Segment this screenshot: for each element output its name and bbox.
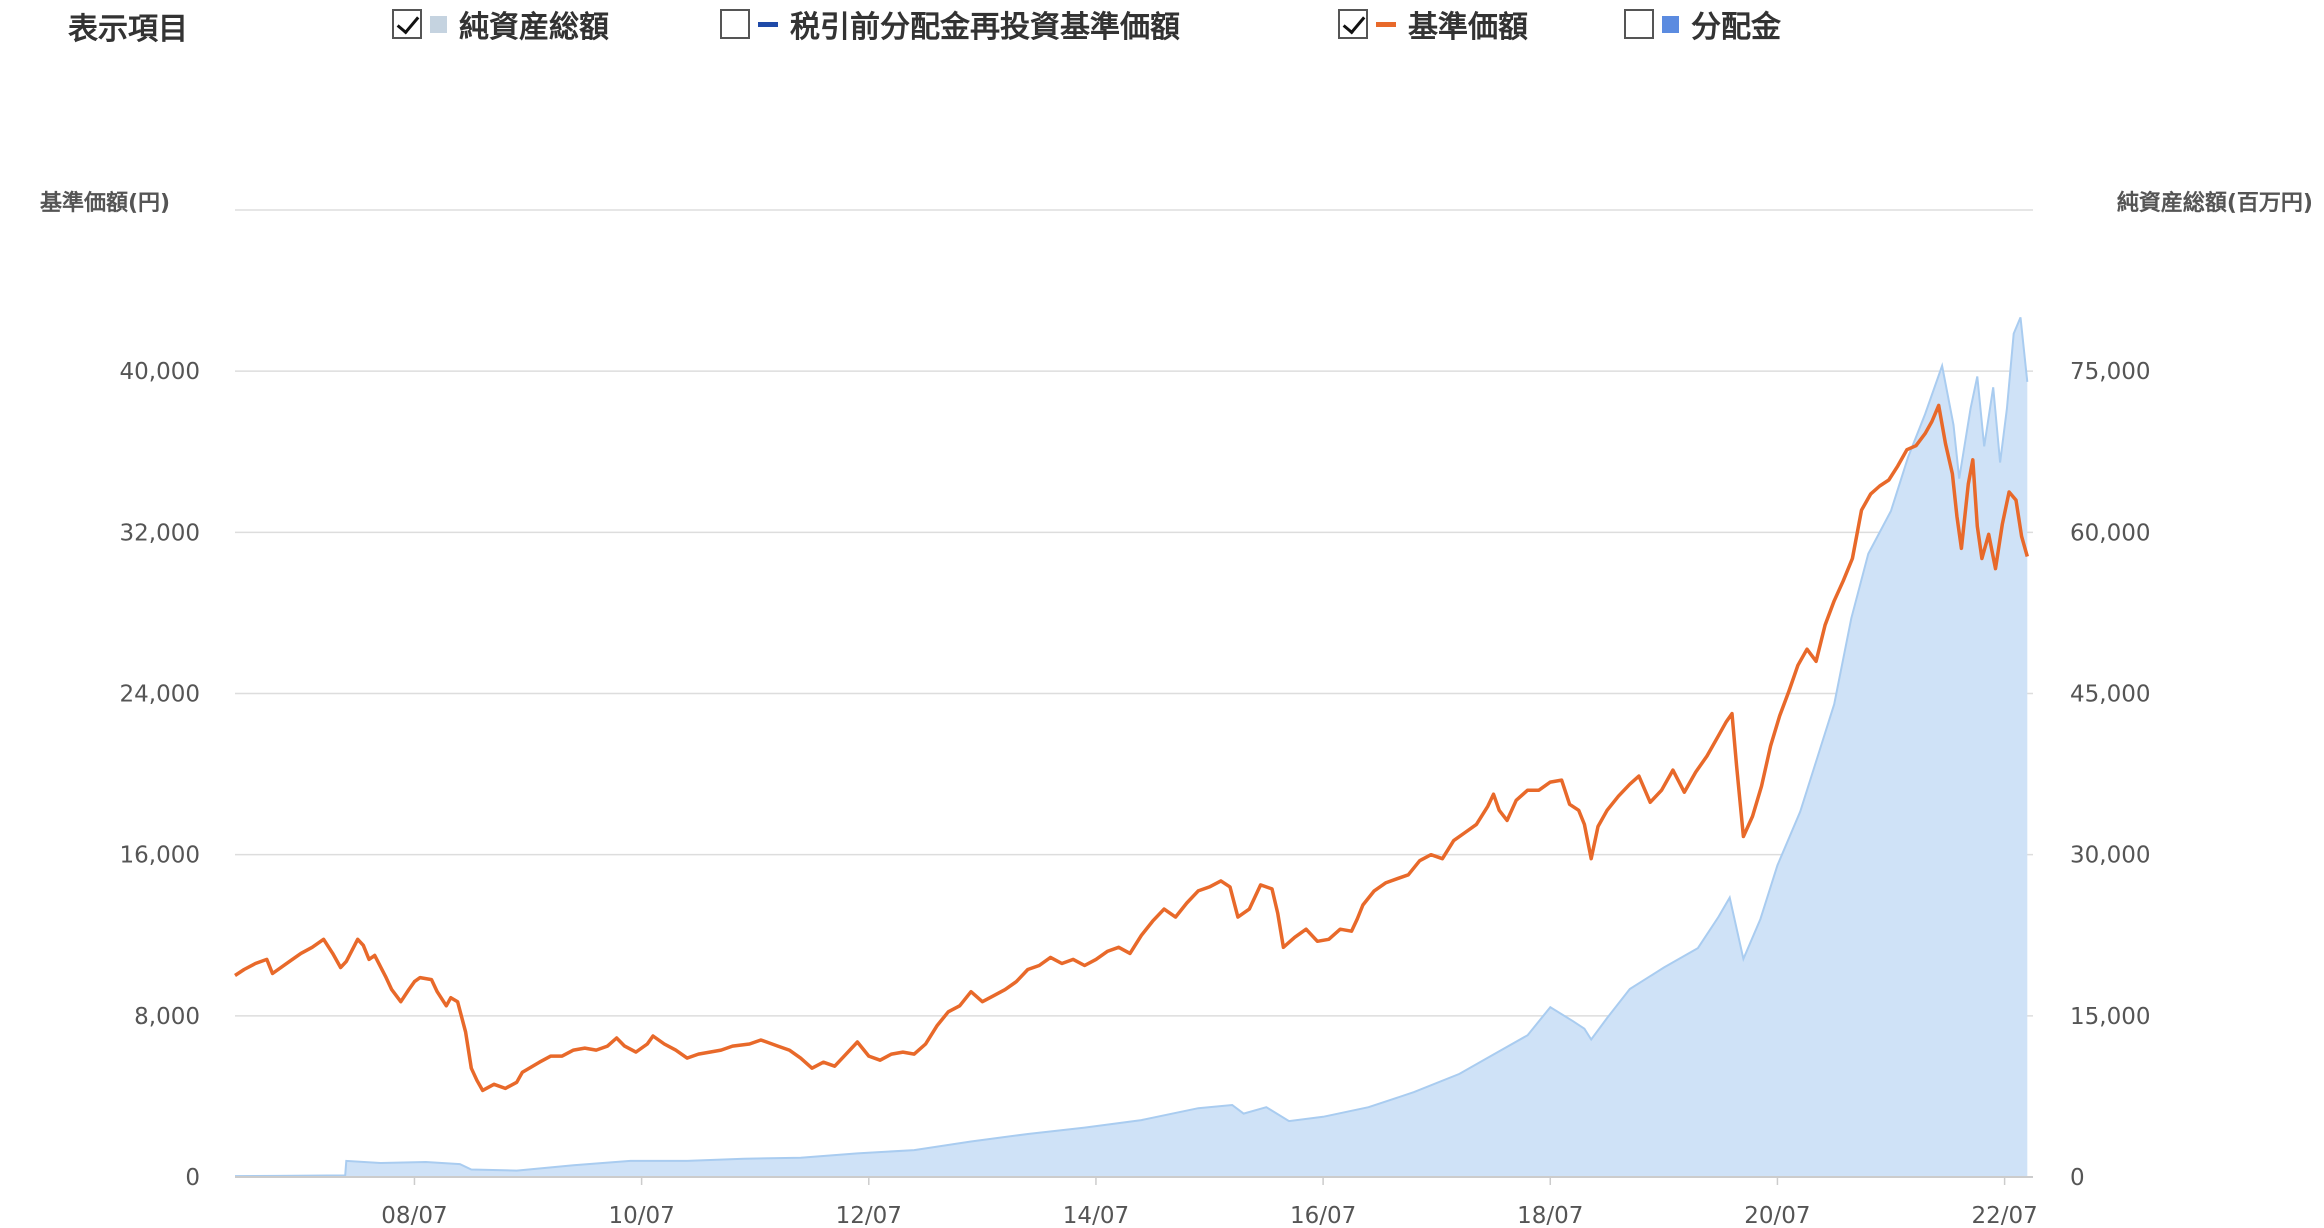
left-tick-label: 32,000 <box>120 520 200 546</box>
right-tick-label: 15,000 <box>2070 1004 2150 1030</box>
right-axis-title: 純資産総額(百万円) <box>2117 190 2313 216</box>
x-tick-label: 18/07 <box>1517 1203 1583 1228</box>
net-assets-checkbox[interactable] <box>392 9 422 39</box>
left-tick-label: 24,000 <box>120 682 200 708</box>
net-assets-area <box>235 317 2028 1177</box>
right-tick-label: 0 <box>2070 1165 2085 1191</box>
reinvested-nav-swatch-icon <box>758 21 778 27</box>
right-tick-label: 75,000 <box>2070 359 2150 385</box>
x-tick-label: 20/07 <box>1744 1203 1810 1228</box>
legend-label-distribution: 分配金 <box>1691 10 1781 45</box>
legend-label-nav: 基準価額 <box>1408 10 1528 45</box>
nav-line <box>234 403 2029 1093</box>
left-tick-label: 8,000 <box>134 1004 200 1030</box>
legend-item-net-assets[interactable]: 純資産総額 <box>392 4 609 45</box>
x-tick-label: 16/07 <box>1290 1203 1356 1228</box>
left-tick-label: 0 <box>185 1165 200 1191</box>
nav-checkbox[interactable] <box>1338 9 1368 39</box>
x-tick-label: 22/07 <box>1971 1203 2037 1228</box>
net-assets-area-edge <box>234 317 2029 1178</box>
reinvested-nav-checkbox[interactable] <box>720 9 750 39</box>
x-tick-label: 08/07 <box>381 1203 447 1228</box>
legend-item-reinvested-nav[interactable]: 税引前分配金再投資基準価額 <box>720 4 1180 45</box>
x-axis-ticks: 08/07 10/07 12/07 14/07 16/07 18/07 20/07 22/07 <box>381 1203 2037 1228</box>
legend-item-nav[interactable]: 基準価額 <box>1338 4 1528 45</box>
left-axis-ticks: 0 8,000 16,000 24,000 32,000 40,000 <box>120 359 200 1191</box>
net-assets-swatch-icon <box>430 15 447 33</box>
x-tick-label: 12/07 <box>836 1203 902 1228</box>
x-tick-label: 14/07 <box>1063 1203 1129 1228</box>
left-axis-title: 基準価額(円) <box>40 190 170 216</box>
legend-item-distribution[interactable]: 分配金 <box>1624 4 1781 45</box>
nav-swatch-icon <box>1376 21 1396 27</box>
left-tick-label: 40,000 <box>120 359 200 385</box>
x-tick-label: 10/07 <box>608 1203 674 1228</box>
legend-title: 表示項目 <box>68 12 188 47</box>
right-tick-label: 60,000 <box>2070 520 2150 546</box>
right-tick-label: 45,000 <box>2070 682 2150 708</box>
distribution-checkbox[interactable] <box>1624 9 1654 39</box>
left-tick-label: 16,000 <box>120 843 200 869</box>
right-axis-ticks: 0 15,000 30,000 45,000 60,000 75,000 <box>2070 359 2150 1191</box>
legend-bar: 表示項目 純資産総額 税引前分配金再投資基準価額 基準価額 分配金 <box>0 0 2324 60</box>
distribution-swatch-icon <box>1662 15 1679 33</box>
legend-label-reinvested-nav: 税引前分配金再投資基準価額 <box>790 10 1180 45</box>
right-tick-label: 30,000 <box>2070 843 2150 869</box>
legend-label-net-assets: 純資産総額 <box>459 10 609 45</box>
